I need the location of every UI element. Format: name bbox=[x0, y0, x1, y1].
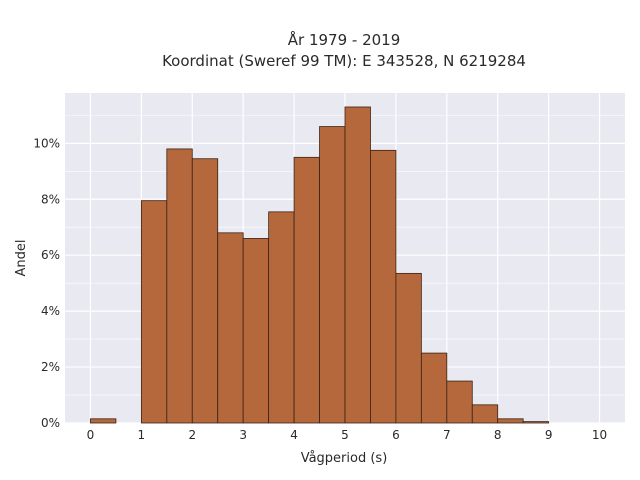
chart-title-line-1: År 1979 - 2019 bbox=[288, 30, 401, 49]
x-tick-label: 8 bbox=[494, 428, 502, 442]
histogram-bar bbox=[191, 158, 219, 424]
y-tick-label: 2% bbox=[41, 360, 60, 374]
x-tick-label: 3 bbox=[239, 428, 247, 442]
histogram-bar bbox=[344, 106, 371, 424]
x-tick-label: 1 bbox=[138, 428, 146, 442]
histogram-bar bbox=[370, 149, 397, 424]
x-tick-label: 2 bbox=[188, 428, 196, 442]
histogram-bar bbox=[471, 404, 499, 424]
chart-title-line-2: Koordinat (Sweref 99 TM): E 343528, N 62… bbox=[162, 52, 526, 70]
y-axis-ticks: 0% 2% 4% 6% 8% 10% bbox=[33, 136, 60, 430]
histogram-bar bbox=[166, 148, 193, 424]
x-tick-label: 5 bbox=[341, 428, 349, 442]
bars bbox=[90, 106, 550, 424]
histogram-bar bbox=[497, 418, 524, 424]
y-tick-label: 8% bbox=[41, 192, 60, 206]
histogram-bar bbox=[395, 272, 422, 424]
histogram-bar bbox=[319, 126, 346, 424]
histogram-bar bbox=[90, 418, 117, 424]
histogram-bar bbox=[242, 238, 270, 424]
x-tick-label: 10 bbox=[592, 428, 607, 442]
y-tick-label: 4% bbox=[41, 304, 60, 318]
y-tick-label: 6% bbox=[41, 248, 60, 262]
x-tick-label: 7 bbox=[443, 428, 451, 442]
x-axis-ticks: 0 1 2 3 4 5 6 7 8 9 10 bbox=[87, 428, 608, 442]
x-tick-label: 6 bbox=[392, 428, 400, 442]
histogram-bar bbox=[293, 156, 320, 424]
histogram-bar bbox=[140, 200, 168, 424]
x-tick-label: 4 bbox=[290, 428, 298, 442]
x-tick-label: 9 bbox=[545, 428, 553, 442]
histogram-bar bbox=[268, 211, 295, 424]
histogram-bar bbox=[522, 421, 550, 424]
x-axis-label: Vågperiod (s) bbox=[301, 451, 388, 466]
y-tick-label: 10% bbox=[33, 136, 60, 150]
histogram-bar bbox=[217, 232, 244, 424]
x-tick-label: 0 bbox=[87, 428, 95, 442]
histogram-bar bbox=[420, 352, 448, 424]
histogram-bar bbox=[446, 380, 473, 424]
y-tick-label: 0% bbox=[41, 416, 60, 430]
y-axis-label: Andel bbox=[14, 240, 29, 277]
